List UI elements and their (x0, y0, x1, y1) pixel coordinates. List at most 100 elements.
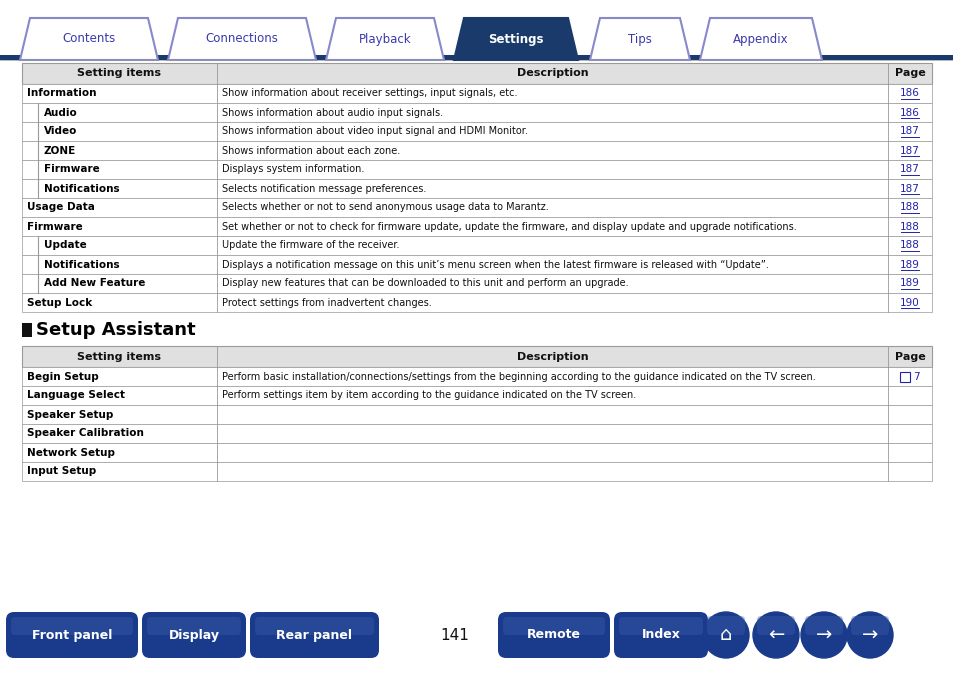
Text: Description: Description (517, 351, 588, 361)
Text: ZONE: ZONE (44, 145, 76, 155)
Text: Contents: Contents (62, 32, 115, 46)
Polygon shape (700, 18, 821, 60)
Bar (22, 274, 931, 293)
Bar (22, 217, 931, 236)
Bar (22, 424, 931, 443)
Text: Connections: Connections (205, 32, 278, 46)
Text: Index: Index (640, 629, 679, 641)
FancyBboxPatch shape (502, 617, 604, 635)
Bar (22, 198, 931, 217)
Text: 188: 188 (899, 240, 919, 250)
Bar (22, 236, 931, 255)
Text: Remote: Remote (526, 629, 580, 641)
Text: Display: Display (169, 629, 219, 641)
Text: Perform settings item by item according to the guidance indicated on the TV scre: Perform settings item by item according … (222, 390, 636, 400)
Text: Rear panel: Rear panel (276, 629, 352, 641)
Text: 190: 190 (900, 297, 919, 308)
Text: 187: 187 (899, 184, 919, 194)
Text: Information: Information (27, 89, 96, 98)
Text: Add New Feature: Add New Feature (44, 279, 145, 289)
FancyBboxPatch shape (254, 617, 374, 635)
Text: Appendix: Appendix (733, 32, 788, 46)
FancyBboxPatch shape (618, 617, 702, 635)
Text: Speaker Calibration: Speaker Calibration (27, 429, 144, 439)
Text: Settings: Settings (488, 32, 543, 46)
Bar (22, 443, 931, 462)
Text: 187: 187 (899, 127, 919, 137)
Text: Setup Assistant: Setup Assistant (36, 321, 195, 339)
FancyBboxPatch shape (706, 616, 744, 635)
Text: Notifications: Notifications (44, 184, 119, 194)
Text: 7: 7 (912, 371, 919, 382)
Polygon shape (326, 18, 443, 60)
FancyBboxPatch shape (804, 616, 842, 635)
Text: 187: 187 (899, 164, 919, 174)
Polygon shape (168, 18, 315, 60)
Text: Shows information about each zone.: Shows information about each zone. (222, 145, 400, 155)
Text: Input Setup: Input Setup (27, 466, 96, 476)
Text: Update the firmware of the receiver.: Update the firmware of the receiver. (222, 240, 399, 250)
Text: Setup Lock: Setup Lock (27, 297, 92, 308)
Text: Playback: Playback (358, 32, 411, 46)
Text: 187: 187 (899, 145, 919, 155)
Text: Perform basic installation/connections/settings from the beginning according to : Perform basic installation/connections/s… (222, 371, 815, 382)
Circle shape (801, 612, 846, 658)
FancyBboxPatch shape (142, 612, 246, 658)
Text: Page: Page (894, 69, 924, 79)
Text: Video: Video (44, 127, 77, 137)
Text: 189: 189 (899, 260, 919, 269)
Bar (22, 462, 931, 481)
Bar (22, 103, 931, 122)
Bar (0, 55, 953, 60)
Bar (22, 160, 931, 179)
FancyBboxPatch shape (147, 617, 241, 635)
Bar (22, 122, 931, 141)
Bar (22, 386, 931, 405)
FancyBboxPatch shape (614, 612, 707, 658)
Text: Language Select: Language Select (27, 390, 125, 400)
Bar (22, 323, 32, 337)
Text: Audio: Audio (44, 108, 77, 118)
Text: 186: 186 (899, 89, 919, 98)
Text: →: → (815, 625, 831, 645)
Text: Description: Description (517, 69, 588, 79)
Bar (22, 346, 931, 367)
FancyBboxPatch shape (757, 616, 794, 635)
Circle shape (702, 612, 748, 658)
Text: Usage Data: Usage Data (27, 203, 94, 213)
Text: Shows information about audio input signals.: Shows information about audio input sign… (222, 108, 442, 118)
Text: Set whether or not to check for firmware update, update the firmware, and displa: Set whether or not to check for firmware… (222, 221, 796, 232)
FancyBboxPatch shape (6, 612, 138, 658)
Text: Page: Page (894, 351, 924, 361)
Text: Notifications: Notifications (44, 260, 119, 269)
Text: 189: 189 (899, 279, 919, 289)
Text: Shows information about video input signal and HDMI Monitor.: Shows information about video input sign… (222, 127, 527, 137)
FancyBboxPatch shape (11, 617, 132, 635)
Text: Network Setup: Network Setup (27, 448, 115, 458)
Text: 186: 186 (899, 108, 919, 118)
Bar (22, 255, 931, 274)
Bar (22, 179, 931, 198)
Text: Firmware: Firmware (27, 221, 83, 232)
Text: Setting items: Setting items (77, 69, 161, 79)
Bar (899, 371, 909, 382)
Text: Selects whether or not to send anonymous usage data to Marantz.: Selects whether or not to send anonymous… (222, 203, 548, 213)
Text: Speaker Setup: Speaker Setup (27, 409, 113, 419)
Text: Display new features that can be downloaded to this unit and perform an upgrade.: Display new features that can be downloa… (222, 279, 628, 289)
Circle shape (752, 612, 799, 658)
Text: Displays system information.: Displays system information. (222, 164, 364, 174)
Polygon shape (589, 18, 689, 60)
Text: ⌂: ⌂ (720, 625, 731, 645)
Bar (22, 293, 931, 312)
Polygon shape (454, 18, 578, 60)
Text: Tips: Tips (627, 32, 651, 46)
Text: 141: 141 (440, 627, 469, 643)
Circle shape (846, 612, 892, 658)
FancyBboxPatch shape (850, 616, 888, 635)
Bar (22, 84, 931, 103)
Text: Begin Setup: Begin Setup (27, 371, 99, 382)
Text: Update: Update (44, 240, 87, 250)
FancyBboxPatch shape (250, 612, 378, 658)
Polygon shape (20, 18, 158, 60)
Bar (22, 405, 931, 424)
